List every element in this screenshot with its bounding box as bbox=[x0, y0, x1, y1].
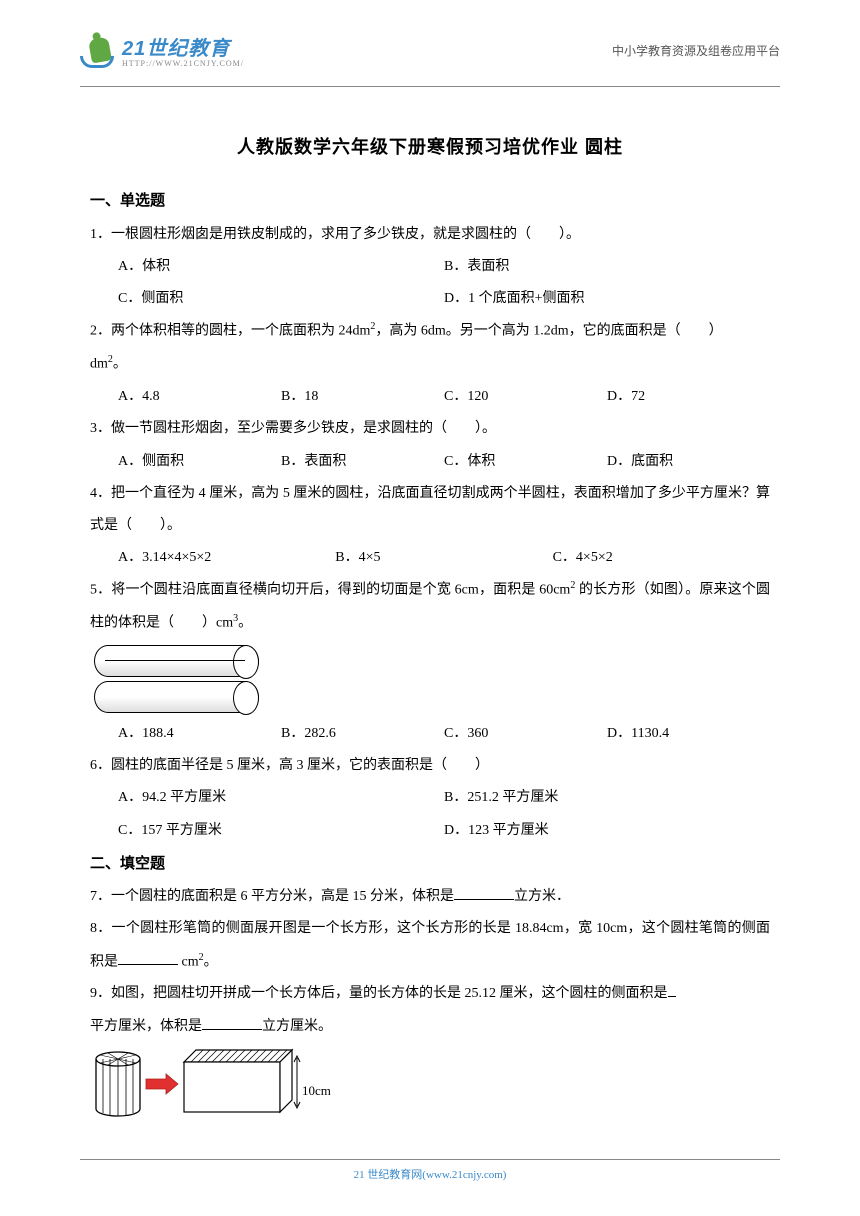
footer-text: 21 世纪教育网(www.21cnjy.com) bbox=[0, 1166, 860, 1182]
q9-text-end: 立方厘米。 bbox=[262, 1019, 332, 1034]
question-6-options: A．94.2 平方厘米 B．251.2 平方厘米 C．157 平方厘米 D．12… bbox=[90, 782, 770, 846]
q3-option-a: A．侧面积 bbox=[118, 446, 281, 478]
q9-text-mid: 平方厘米，体积是 bbox=[90, 1019, 202, 1034]
q4-option-a: A．3.14×4×5×2 bbox=[118, 542, 335, 574]
arrow-icon bbox=[144, 1073, 180, 1095]
q2-text-mid: ，高为 6dm。另一个高为 1.2dm，它的底面积是（ ） bbox=[375, 324, 722, 339]
q8-blank bbox=[118, 949, 178, 965]
question-1-options: A．体积 B．表面积 C．侧面积 D．1 个底面积+侧面积 bbox=[90, 251, 770, 315]
logo-main-text: 21世纪教育 bbox=[122, 32, 244, 61]
q9-blank-2 bbox=[202, 1014, 262, 1030]
q4-option-b: B．4×5 bbox=[335, 542, 552, 574]
question-9-figure: 10cm bbox=[94, 1048, 770, 1120]
section-1-title: 一、单选题 bbox=[90, 184, 770, 219]
page-header: 21世纪教育 HTTP://WWW.21CNJY.COM/ 中小学教育资源及组卷… bbox=[0, 0, 860, 78]
q7-blank bbox=[454, 884, 514, 900]
q2-option-b: B．18 bbox=[281, 381, 444, 413]
cuboid-figure: 10cm bbox=[182, 1048, 332, 1120]
question-2: 2．两个体积相等的圆柱，一个底面积为 24dm2，高为 6dm。另一个高为 1.… bbox=[90, 315, 770, 348]
question-1: 1．一根圆柱形烟囱是用铁皮制成的，求用了多少铁皮，就是求圆柱的（ ）。 bbox=[90, 219, 770, 251]
q1-option-d: D．1 个底面积+侧面积 bbox=[444, 283, 770, 315]
q1-option-c: C．侧面积 bbox=[118, 283, 444, 315]
half-cylinder-bottom bbox=[94, 681, 259, 713]
page-footer: 21 世纪教育网(www.21cnjy.com) bbox=[0, 1159, 860, 1182]
q2-text-end: dm bbox=[90, 357, 108, 372]
footer-divider bbox=[80, 1159, 780, 1160]
logo-icon bbox=[80, 32, 116, 68]
q5-option-b: B．282.6 bbox=[281, 718, 444, 750]
q7-text-end: 立方米． bbox=[514, 889, 570, 904]
q3-option-d: D．底面积 bbox=[607, 446, 770, 478]
cylinder-figure bbox=[94, 1051, 142, 1117]
q8-text-end2: 。 bbox=[204, 954, 218, 969]
q1-option-b: B．表面积 bbox=[444, 251, 770, 283]
q2-option-a: A．4.8 bbox=[118, 381, 281, 413]
q3-option-b: B．表面积 bbox=[281, 446, 444, 478]
q5-option-a: A．188.4 bbox=[118, 718, 281, 750]
q5-text-pre: 5．将一个圆柱沿底面直径横向切开后，得到的切面是个宽 6cm，面积是 60cm bbox=[90, 583, 570, 598]
q4-option-c: C．4×5×2 bbox=[553, 542, 770, 574]
section-2-title: 二、填空题 bbox=[90, 847, 770, 882]
q7-text-pre: 7．一个圆柱的底面积是 6 平方分米，高是 15 分米，体积是 bbox=[90, 889, 454, 904]
q2-option-c: C．120 bbox=[444, 381, 607, 413]
content-area: 人教版数学六年级下册寒假预习培优作业 圆柱 一、单选题 1．一根圆柱形烟囱是用铁… bbox=[0, 87, 860, 1120]
question-2-line2: dm2。 bbox=[90, 348, 770, 381]
logo-url: HTTP://WWW.21CNJY.COM/ bbox=[122, 59, 244, 68]
question-5-figure bbox=[94, 645, 264, 713]
half-cylinder-top bbox=[94, 645, 259, 677]
question-5: 5．将一个圆柱沿底面直径横向切开后，得到的切面是个宽 6cm，面积是 60cm2… bbox=[90, 574, 770, 640]
q8-text-end: cm bbox=[178, 954, 199, 969]
question-6: 6．圆柱的底面半径是 5 厘米，高 3 厘米，它的表面积是（ ） bbox=[90, 750, 770, 782]
q1-option-a: A．体积 bbox=[118, 251, 444, 283]
q5-option-d: D．1130.4 bbox=[607, 718, 770, 750]
question-5-options: A．188.4 B．282.6 C．360 D．1130.4 bbox=[90, 718, 770, 750]
document-title: 人教版数学六年级下册寒假预习培优作业 圆柱 bbox=[90, 127, 770, 168]
q2-text-pre: 2．两个体积相等的圆柱，一个底面积为 24dm bbox=[90, 324, 370, 339]
logo-text: 21世纪教育 HTTP://WWW.21CNJY.COM/ bbox=[122, 32, 244, 68]
question-4-options: A．3.14×4×5×2 B．4×5 C．4×5×2 bbox=[90, 542, 770, 574]
question-7: 7．一个圆柱的底面积是 6 平方分米，高是 15 分米，体积是 立方米． bbox=[90, 881, 770, 913]
q2-text-end2: 。 bbox=[113, 357, 127, 372]
q6-option-a: A．94.2 平方厘米 bbox=[118, 782, 444, 814]
q9-blank-1 bbox=[668, 981, 676, 997]
question-3: 3．做一节圆柱形烟囱，至少需要多少铁皮，是求圆柱的（ ）。 bbox=[90, 413, 770, 445]
q5-text-end: 。 bbox=[238, 616, 252, 631]
q2-option-d: D．72 bbox=[607, 381, 770, 413]
q3-option-c: C．体积 bbox=[444, 446, 607, 478]
header-right-text: 中小学教育资源及组卷应用平台 bbox=[612, 42, 780, 59]
logo: 21世纪教育 HTTP://WWW.21CNJY.COM/ bbox=[80, 32, 244, 68]
question-9: 9．如图，把圆柱切开拼成一个长方体后，量的长方体的长是 25.12 厘米，这个圆… bbox=[90, 978, 770, 1042]
q9-text-pre: 9．如图，把圆柱切开拼成一个长方体后，量的长方体的长是 25.12 厘米，这个圆… bbox=[90, 986, 668, 1001]
q5-option-c: C．360 bbox=[444, 718, 607, 750]
question-2-options: A．4.8 B．18 C．120 D．72 bbox=[90, 381, 770, 413]
question-8: 8．一个圆柱形笔筒的侧面展开图是一个长方形，这个长方形的长是 18.84cm，宽… bbox=[90, 913, 770, 978]
height-label: 10cm bbox=[302, 1076, 331, 1106]
question-3-options: A．侧面积 B．表面积 C．体积 D．底面积 bbox=[90, 446, 770, 478]
q6-option-c: C．157 平方厘米 bbox=[118, 815, 444, 847]
q6-option-d: D．123 平方厘米 bbox=[444, 815, 770, 847]
q6-option-b: B．251.2 平方厘米 bbox=[444, 782, 770, 814]
question-4: 4．把一个直径为 4 厘米，高为 5 厘米的圆柱，沿底面直径切割成两个半圆柱，表… bbox=[90, 478, 770, 542]
